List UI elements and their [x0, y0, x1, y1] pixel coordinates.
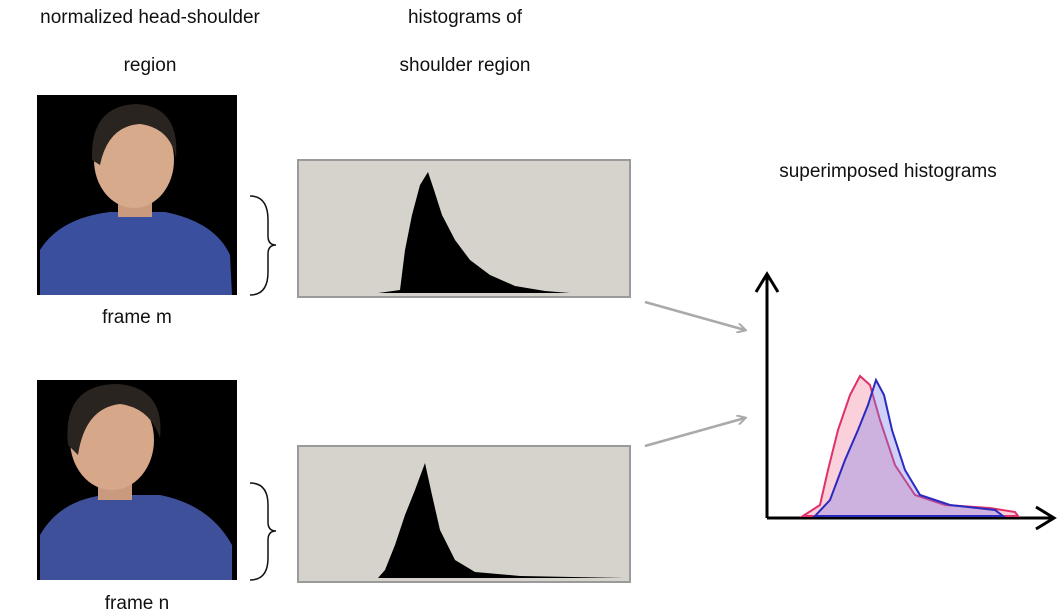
arrow: [644, 418, 745, 448]
frame-label: frame n: [105, 593, 169, 614]
histogram-curve: [799, 374, 1020, 517]
axes: [754, 271, 1057, 531]
arrow: [644, 300, 745, 330]
photo: [37, 380, 237, 580]
heading: superimposed histograms: [779, 161, 997, 182]
heading: region: [124, 55, 177, 76]
frame-label: frame m: [102, 307, 172, 328]
heading: shoulder region: [400, 55, 531, 76]
histogram-panel: [297, 445, 631, 583]
histogram-curve: [812, 377, 1006, 517]
bracket: [249, 195, 277, 296]
photo: [37, 95, 237, 295]
histogram-panel: [297, 159, 631, 298]
heading: histograms of: [408, 7, 523, 28]
bracket: [249, 482, 277, 581]
heading: normalized head-shoulder: [40, 7, 260, 28]
